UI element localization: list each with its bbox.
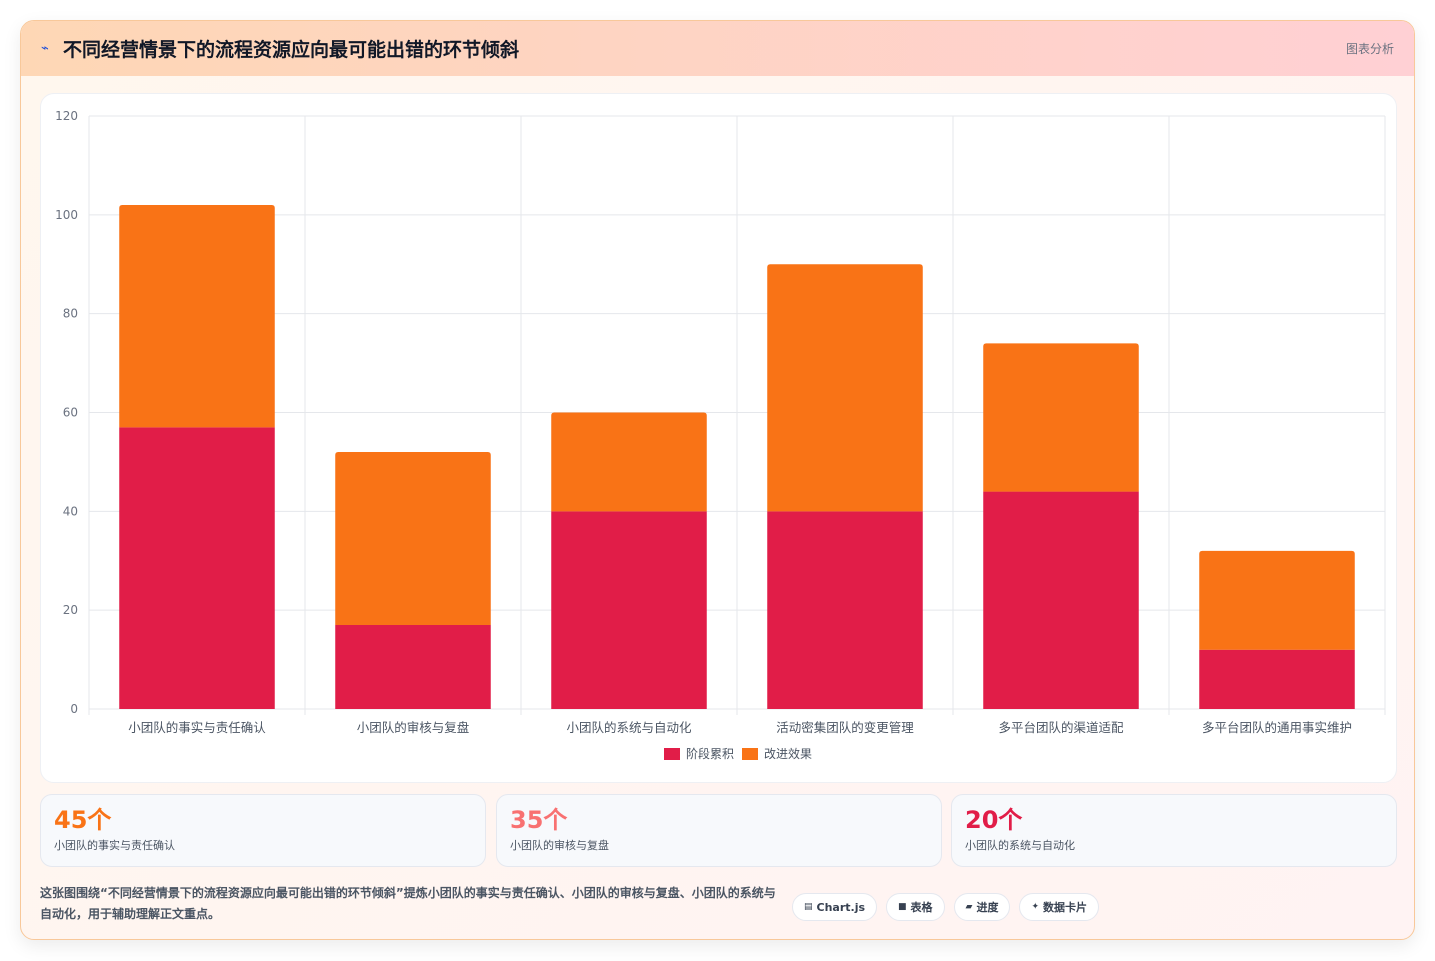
chip-chartjs[interactable]: ▤ Chart.js <box>792 893 878 921</box>
x-tick-label: 多平台团队的通用事实维护 <box>1202 720 1352 735</box>
bar-segment <box>335 624 491 709</box>
chip-label: Chart.js <box>816 900 866 914</box>
pin-icon: ⌁ <box>41 41 49 56</box>
chart-panel: 0 20 40 60 80 100 120 小团队的事实与责任确认 小团队的审核与复盘 小团队的系… <box>40 93 1397 783</box>
legend-swatch <box>742 748 758 760</box>
y-tick-label: 0 <box>70 702 78 716</box>
y-tick-label: 20 <box>63 603 78 617</box>
stat-label: 小团队的系统与自动化 <box>965 839 1075 852</box>
chart-description: 这张图围绕“不同经营情景下的流程资源应向最可能出错的环节倾斜”提炼小团队的事实与… <box>40 886 776 921</box>
bar-segment <box>767 264 923 512</box>
bar-segment <box>983 343 1139 492</box>
table-icon: ■ <box>898 902 907 912</box>
y-tick-label: 120 <box>55 109 78 123</box>
card-title: 不同经营情景下的流程资源应向最可能出错的环节倾斜 <box>63 39 520 61</box>
stat-label: 小团队的审核与复盘 <box>510 839 609 852</box>
y-tick-label: 100 <box>55 208 78 222</box>
bar-segment <box>767 511 923 709</box>
progress-icon: ▰ <box>965 902 973 912</box>
chip-data-card[interactable]: ✦ 数据卡片 <box>1019 893 1100 921</box>
tech-chips: ▤ Chart.js ■ 表格 ▰ 进度 ✦ 数据卡片 <box>792 893 1100 921</box>
chip-label: 进度 <box>976 901 999 914</box>
chip-table[interactable]: ■ 表格 <box>886 893 945 921</box>
y-tick-label: 80 <box>63 307 78 321</box>
card-header: ⌁ 不同经营情景下的流程资源应向最可能出错的环节倾斜 图表分析 <box>21 21 1414 76</box>
legend-label: 阶段累积 <box>686 746 734 761</box>
stat-card-1: 45个 小团队的事实与责任确认 <box>40 794 486 867</box>
x-tick-label: 小团队的事实与责任确认 <box>128 720 266 735</box>
stat-label: 小团队的事实与责任确认 <box>54 839 175 852</box>
x-tick-label: 小团队的系统与自动化 <box>566 720 692 735</box>
y-tick-label: 40 <box>63 504 78 518</box>
chart-analysis-tag: 图表分析 <box>1345 42 1394 56</box>
x-tick-label: 多平台团队的渠道适配 <box>998 720 1124 735</box>
sparkle-icon: ✦ <box>1031 902 1040 912</box>
stat-value: 20个 <box>965 806 1023 834</box>
bar-segment <box>335 452 491 625</box>
chip-label: 数据卡片 <box>1043 901 1088 914</box>
stacked-bar-chart: 0 20 40 60 80 100 120 小团队的事实与责任确认 小团队的审核与复盘 小团队的系… <box>55 109 1386 761</box>
bar-segment <box>983 491 1139 709</box>
chart-card: ⌁ 不同经营情景下的流程资源应向最可能出错的环节倾斜 图表分析 0 20 40 60 8… <box>20 20 1415 940</box>
legend-label: 改进效果 <box>764 746 812 761</box>
bar-segment <box>119 427 275 709</box>
chip-progress[interactable]: ▰ 进度 <box>953 893 1011 921</box>
bar-segment <box>1199 550 1355 650</box>
stat-card-2: 35个 小团队的审核与复盘 <box>496 794 942 867</box>
bar-segment <box>551 511 707 709</box>
bar-segment <box>1199 649 1355 709</box>
bar-segment <box>119 204 275 428</box>
legend-swatch <box>664 748 680 760</box>
x-tick-label: 小团队的审核与复盘 <box>357 720 470 735</box>
stat-value: 35个 <box>510 806 568 834</box>
chart-icon: ▤ <box>804 902 813 912</box>
stat-value: 45个 <box>54 806 112 834</box>
x-tick-label: 活动密集团队的变更管理 <box>776 720 914 735</box>
bar-segment <box>551 412 707 512</box>
stat-card-3: 20个 小团队的系统与自动化 <box>951 794 1397 867</box>
y-tick-label: 60 <box>63 406 78 420</box>
chip-label: 表格 <box>910 901 933 914</box>
